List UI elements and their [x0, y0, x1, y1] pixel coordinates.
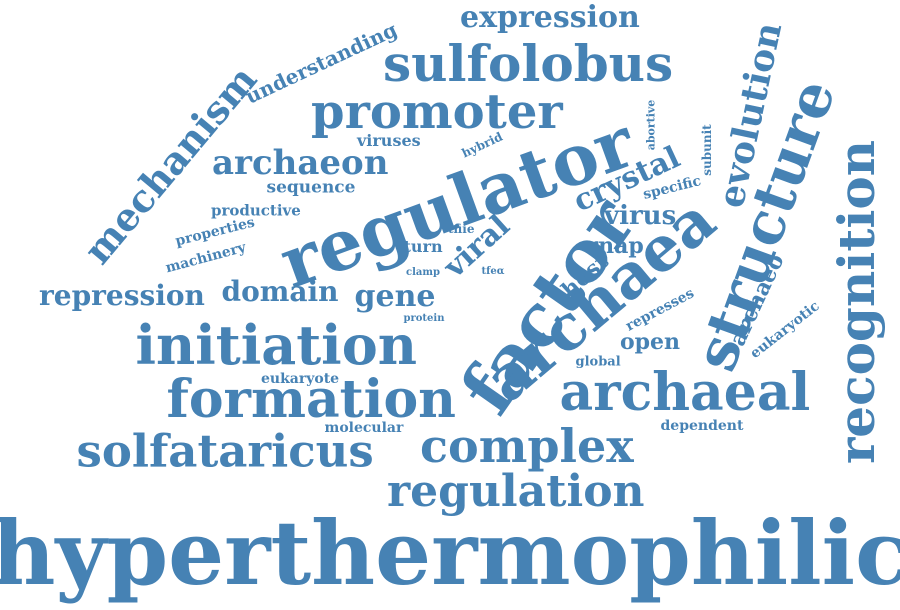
word: hyperthermophilic	[0, 501, 900, 605]
word: tfiie	[448, 222, 475, 236]
word: regulation	[387, 466, 645, 517]
word: recognition	[827, 139, 887, 465]
word: eukaryote	[261, 371, 340, 387]
word: sulfolobus	[383, 34, 674, 93]
word: viruses	[357, 131, 421, 150]
word: dependent	[660, 418, 744, 434]
word: open	[620, 329, 681, 355]
word: expression	[460, 0, 640, 35]
word: virus	[604, 201, 677, 231]
word: gene	[354, 279, 436, 314]
word: repression	[39, 279, 205, 312]
word: solfataricus	[76, 424, 374, 478]
word: formation	[166, 369, 456, 430]
word: subunit	[700, 124, 715, 176]
word: archaeon	[212, 143, 389, 183]
word: molecular	[324, 420, 404, 436]
word: tfeα	[481, 266, 505, 277]
word: promoter	[311, 84, 563, 140]
word: complex	[420, 419, 634, 473]
word: productive	[211, 201, 301, 220]
word: global	[575, 354, 621, 370]
word: clamp	[406, 267, 440, 278]
word: initiation	[135, 313, 417, 377]
word: turn	[403, 237, 443, 256]
word: protein	[403, 313, 445, 324]
word: sequence	[266, 177, 356, 198]
word: domain	[221, 275, 339, 308]
word: abortive	[644, 99, 658, 151]
word: rnap	[586, 233, 644, 259]
word: archaeal	[559, 362, 811, 423]
